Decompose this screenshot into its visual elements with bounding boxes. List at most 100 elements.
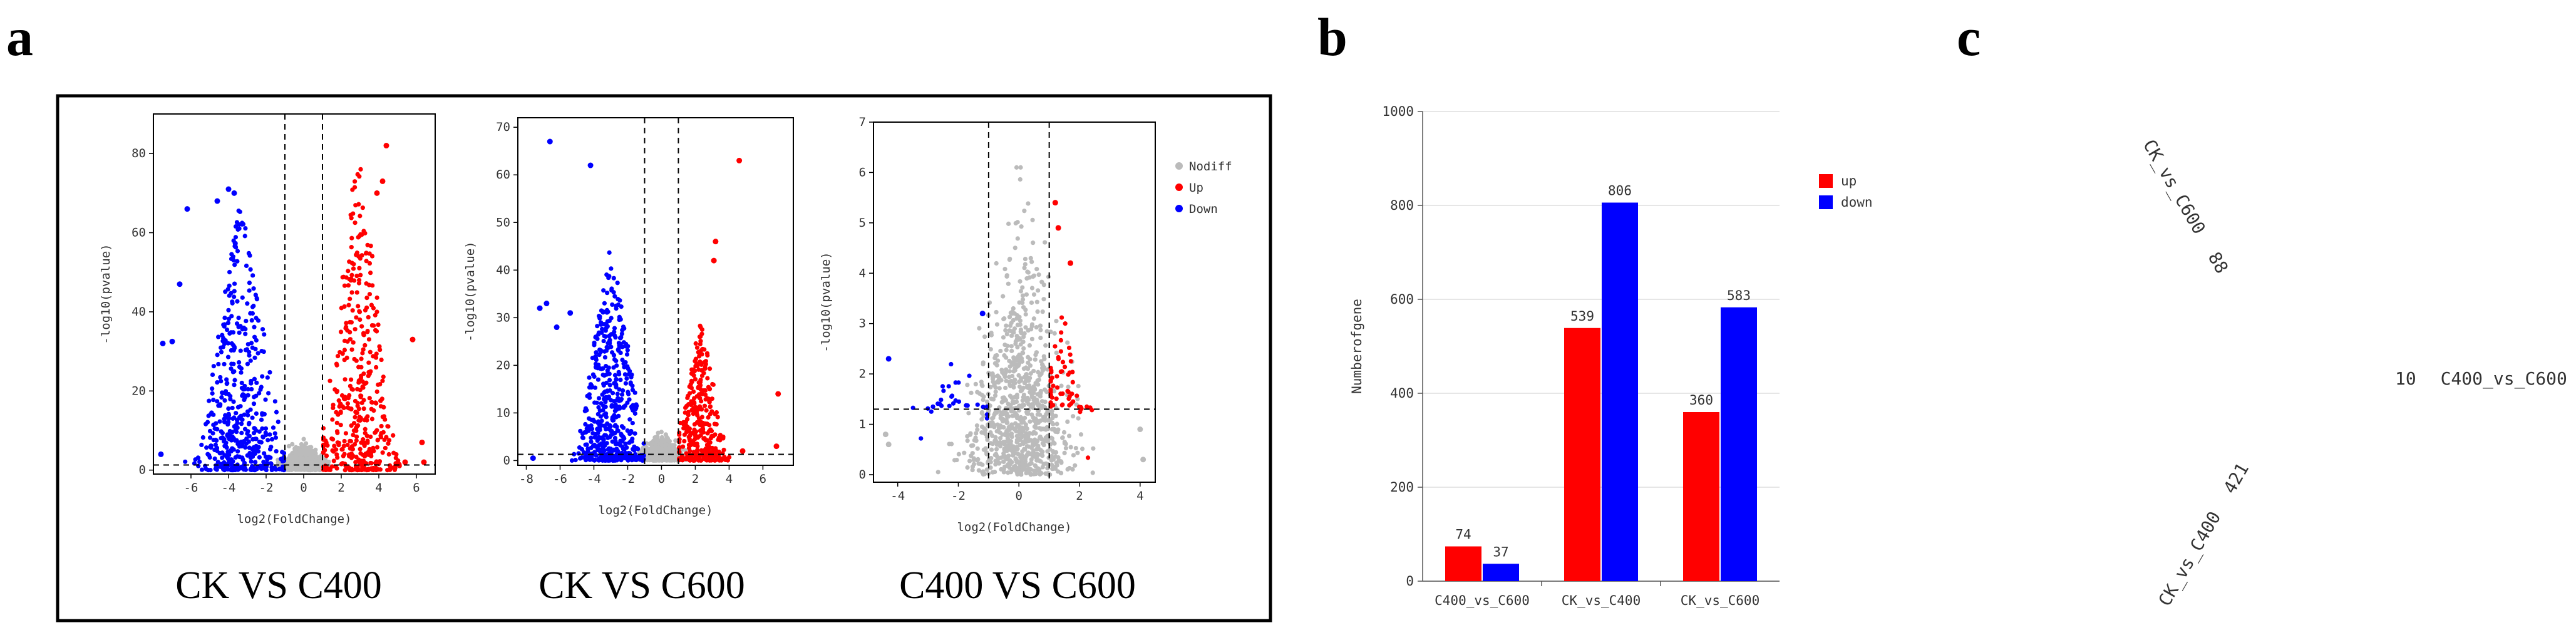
point-nodiff — [1018, 289, 1024, 294]
venn-count-c400-vs-c600: 10 — [2395, 368, 2416, 389]
y-tick-label: 40 — [496, 263, 510, 277]
point-up — [1051, 383, 1056, 388]
point-nodiff — [1021, 351, 1026, 356]
point-up — [332, 387, 337, 392]
point-up — [716, 435, 721, 440]
y-tick-label: 0 — [859, 468, 866, 482]
point-up — [1048, 379, 1053, 384]
panel-a-frame — [56, 94, 1272, 622]
point-nodiff — [1015, 344, 1020, 349]
point-nodiff — [1014, 165, 1019, 170]
point-down — [229, 366, 234, 371]
point-down — [613, 423, 618, 428]
point-down — [260, 434, 265, 439]
y-tick-label: 600 — [1390, 292, 1414, 307]
point-down — [572, 452, 577, 457]
point-nodiff — [1007, 314, 1012, 319]
point-down — [240, 440, 245, 446]
legend-label-down: down — [1841, 195, 1873, 210]
point-nodiff — [1031, 430, 1036, 435]
point-nodiff — [997, 386, 1002, 391]
point-down — [177, 281, 183, 287]
point-down — [589, 385, 594, 390]
point-up — [703, 388, 708, 393]
x-tick-label: 4 — [375, 481, 382, 495]
point-down — [212, 447, 217, 453]
legend-swatch-down — [1819, 195, 1833, 209]
point-nodiff — [1024, 376, 1029, 381]
point-up — [374, 329, 379, 334]
point-up — [373, 465, 378, 470]
point-up — [696, 392, 702, 397]
point-nodiff — [289, 467, 294, 472]
point-down — [236, 209, 241, 214]
point-up — [359, 356, 364, 361]
point-down — [583, 442, 588, 447]
point-down — [583, 421, 588, 427]
point-down — [215, 380, 220, 385]
point-down — [597, 314, 602, 319]
venn-diagram: CK_vs_C600 88 10 C400_vs_C600 CK_vs_C400… — [2138, 136, 2567, 610]
point-down — [622, 364, 627, 369]
point-nodiff — [1033, 357, 1038, 362]
point-down — [218, 374, 223, 380]
point-up — [368, 349, 373, 354]
point-nodiff — [673, 438, 678, 443]
point-nodiff — [1079, 447, 1085, 452]
point-down — [214, 467, 219, 472]
point-up — [706, 415, 711, 420]
point-nodiff — [1043, 405, 1048, 410]
y-axis-label: -log10(pvalue) — [463, 241, 477, 341]
point-down — [250, 273, 255, 278]
point-nodiff — [1029, 412, 1034, 417]
point-nodiff — [979, 430, 984, 435]
y-tick-label: 70 — [496, 120, 510, 134]
point-down — [184, 206, 190, 212]
bar-up-CK_vs_C400 — [1564, 328, 1600, 581]
point-up — [712, 421, 717, 426]
point-up — [322, 448, 327, 453]
point-up — [371, 323, 376, 328]
point-up — [342, 283, 348, 288]
point-up — [365, 328, 370, 334]
point-up — [338, 423, 343, 428]
point-nodiff — [952, 458, 957, 463]
x-tick-label: -4 — [587, 472, 601, 486]
point-up — [371, 354, 376, 359]
point-down — [605, 324, 610, 329]
point-down — [601, 381, 606, 386]
point-down — [230, 468, 235, 473]
point-down — [585, 446, 590, 452]
point-up — [354, 438, 359, 443]
point-up — [703, 359, 708, 364]
point-nodiff — [1018, 342, 1023, 347]
point-down — [281, 468, 287, 473]
point-up — [368, 460, 373, 466]
point-down — [199, 442, 204, 448]
point-up — [1053, 344, 1058, 349]
point-nodiff — [1014, 428, 1019, 434]
point-nodiff — [991, 397, 996, 402]
point-down — [612, 405, 617, 410]
point-nodiff — [1004, 457, 1009, 462]
point-down — [233, 455, 238, 460]
point-up — [366, 369, 371, 374]
point-down — [273, 435, 279, 440]
point-nodiff — [976, 468, 981, 473]
point-up — [369, 416, 374, 421]
point-up — [335, 354, 341, 359]
point-up — [341, 274, 346, 279]
point-up — [329, 464, 335, 469]
point-up — [686, 413, 691, 418]
point-down — [269, 462, 274, 467]
point-nodiff — [1038, 328, 1043, 333]
point-up — [380, 378, 385, 383]
point-down — [618, 443, 623, 448]
point-down — [612, 357, 617, 362]
point-nodiff — [1012, 447, 1017, 452]
point-up — [1054, 374, 1059, 379]
point-up — [364, 259, 369, 264]
point-nodiff — [993, 353, 998, 358]
point-down — [265, 375, 270, 380]
point-nodiff — [1029, 259, 1034, 264]
